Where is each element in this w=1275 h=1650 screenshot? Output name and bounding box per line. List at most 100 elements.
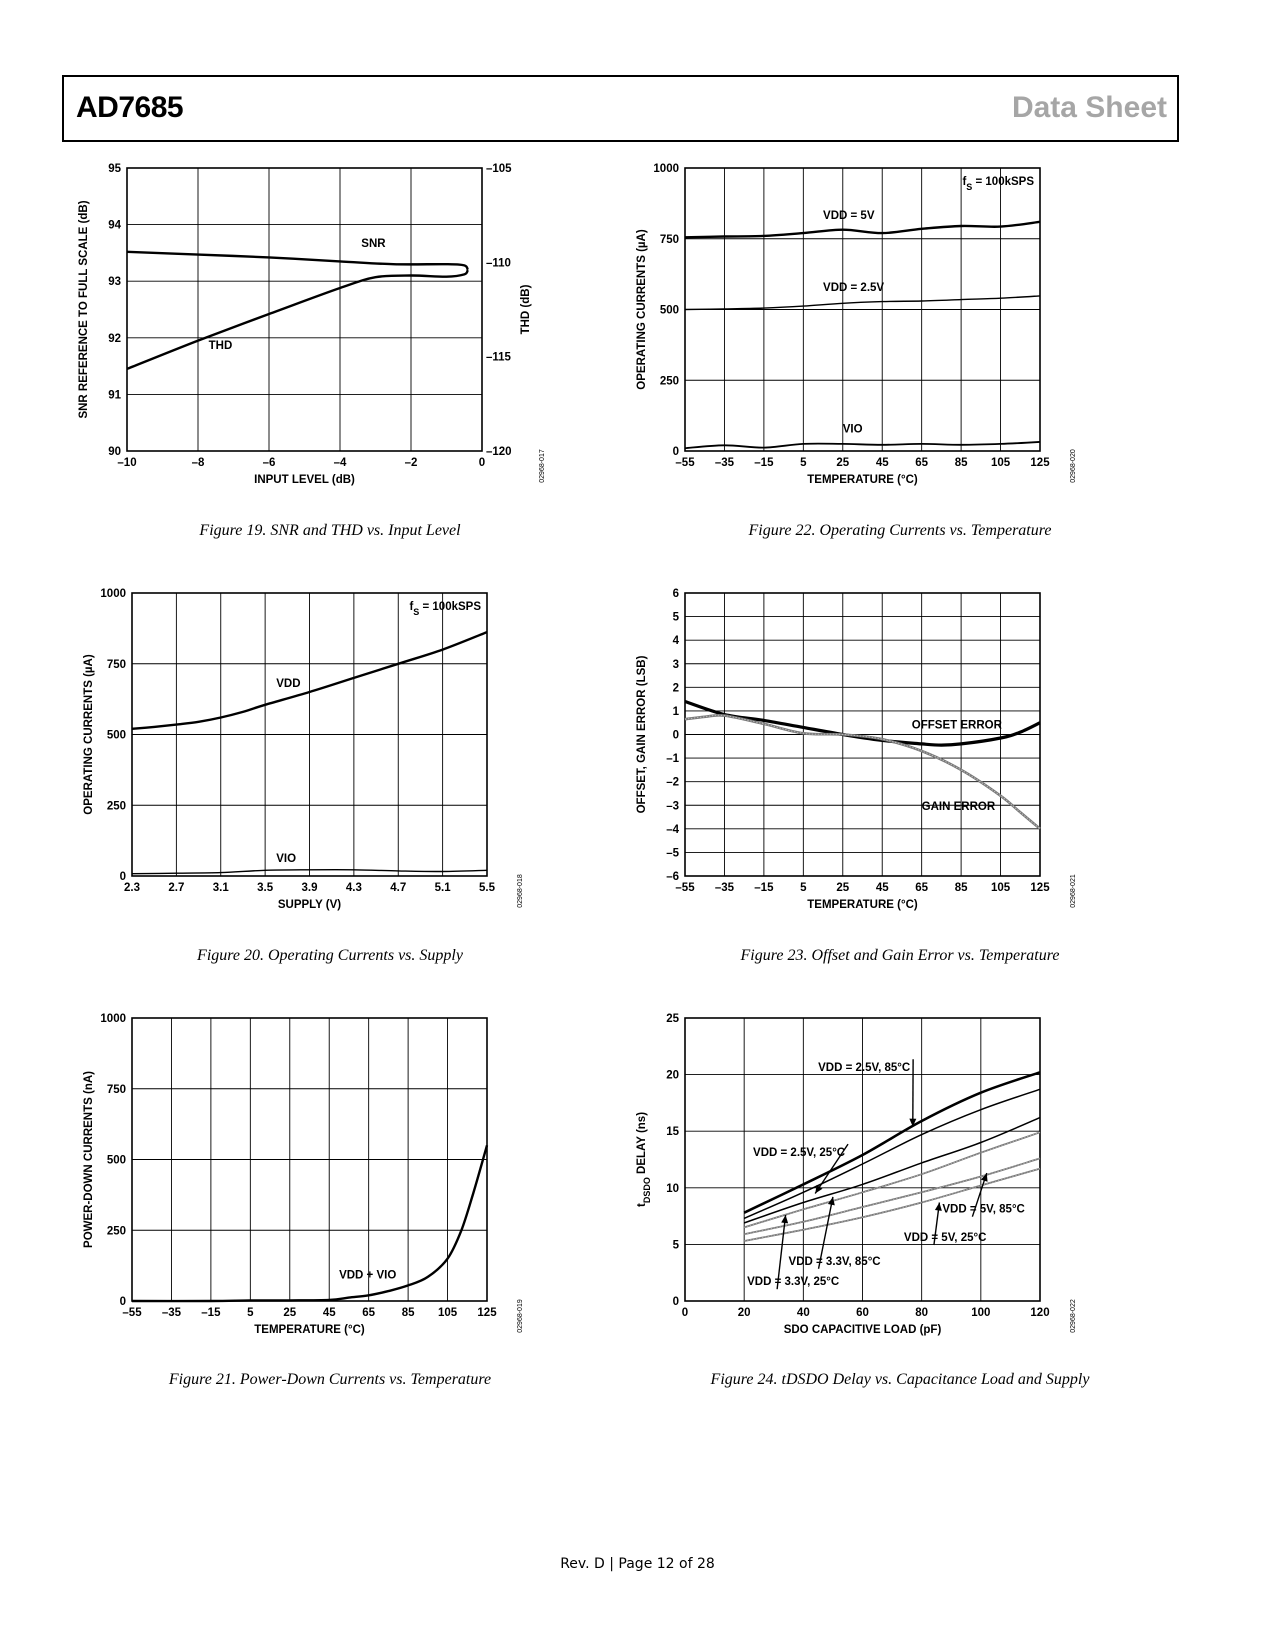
figure-22-caption: Figure 22. Operating Currents vs. Temper…	[748, 522, 1052, 539]
page-footer: Rev. D | Page 12 of 28	[560, 1556, 715, 1572]
fig22-series-vdd-5v	[684, 220, 1041, 239]
fig24-xtick: 40	[797, 1307, 810, 1319]
fig22-legend-text: fS = 100kSPS	[962, 176, 1034, 192]
fig23-ytick: 5	[673, 612, 680, 624]
fig19-y2tick: –120	[486, 446, 512, 458]
fig22-xtick: 65	[915, 457, 928, 469]
fig23-figure-code: 02968-021	[1070, 874, 1077, 908]
fig23-svg: –55 –35 –15 5 25 45 65 85 105 125–6–5–4–3–2–10123…	[636, 588, 1077, 911]
fig22-label: VDD = 2.5V	[823, 282, 884, 294]
fig24-ytick: 5	[673, 1239, 680, 1251]
fig21-xtick: 45	[323, 1307, 336, 1319]
fig23-xtick: 125	[1030, 882, 1050, 894]
fig22-label: VIO	[843, 424, 863, 436]
fig23-ytick: 4	[673, 635, 680, 647]
fig24-arrow-head	[980, 1173, 988, 1182]
fig19-y2tick: –105	[486, 163, 512, 175]
fig19-svg: –10 –8 –6 –4 –2 0 90 91 92 93 94 95 –120 –115 –110 –105…	[78, 163, 546, 486]
fig20-label: VIO	[276, 853, 296, 865]
fig20-series-vio	[131, 868, 488, 875]
figure-20-caption: Figure 20. Operating Currents vs. Supply	[197, 947, 463, 964]
fig24-label-arrow	[817, 1196, 834, 1269]
fig21-xtick: 65	[362, 1307, 375, 1319]
fig22-ylabel: OPERATING CURRENTS (µA)	[636, 229, 648, 390]
fig20-svg: 2.3 2.7 3.1 3.5 3.9 4.3 4.7 5.1 5.5 0 250 500 750 100…	[83, 588, 524, 911]
fig23-ylabel: OFFSET, GAIN ERROR (LSB)	[636, 655, 648, 813]
fig19-plot-frame	[126, 167, 483, 452]
fig21-xlabel: TEMPERATURE (°C)	[254, 1324, 365, 1336]
fig20-legend-text: fS = 100kSPS	[409, 601, 481, 617]
fig20-xtick: 5.5	[479, 882, 496, 894]
fig21-xtick: 125	[477, 1307, 497, 1319]
fig19-ytick: 93	[108, 276, 121, 288]
fig23-ytick: –2	[666, 777, 679, 789]
fig20-ylabel: OPERATING CURRENTS (µA)	[83, 654, 95, 815]
fig20-xtick: 2.3	[124, 882, 140, 894]
fig19-xtick: –6	[263, 457, 276, 469]
fig20-xtick: 4.7	[390, 882, 406, 894]
fig23-label: GAIN ERROR	[922, 801, 996, 813]
figure-19: –10 –8 –6 –4 –2 0 90 91 92 93 94 95 –120 –115 –110 –105…	[70, 163, 590, 510]
fig21-ytick: 750	[107, 1084, 126, 1096]
document-type: Data Sheet	[1011, 91, 1167, 124]
fig19-xtick: –4	[334, 457, 347, 469]
fig23-series-offset-error	[684, 699, 1041, 747]
fig20-plot-frame	[131, 592, 488, 877]
fig19-series-snr	[126, 250, 469, 271]
fig21-xtick: –15	[201, 1307, 221, 1319]
figure-24: 0 20 40 60 80 100 120 0 5 10 15 20 25 SDO CAPACITIVE …	[636, 1013, 1175, 1360]
fig19-xlabel: INPUT LEVEL (dB)	[254, 474, 355, 486]
fig22-ytick: 500	[660, 305, 679, 317]
fig24-xtick: 20	[738, 1307, 751, 1319]
fig22-label: VDD = 5V	[823, 210, 875, 222]
fig19-y2tick: –115	[486, 352, 512, 364]
page-header: AD7685 Data Sheet	[62, 75, 1179, 142]
fig22-xtick: –55	[675, 457, 695, 469]
fig21-ytick: 500	[107, 1155, 126, 1167]
fig20-xtick: 3.5	[257, 882, 274, 894]
fig22-xtick: 125	[1030, 457, 1050, 469]
fig24-ytick: 0	[673, 1296, 679, 1308]
fig20-xtick: 5.1	[435, 882, 452, 894]
fig24-series-texture	[744, 1168, 1041, 1242]
figure-23-caption: Figure 23. Offset and Gain Error vs. Tem…	[740, 947, 1060, 964]
figure-21: –55 –35 –15 5 25 45 65 85 105 125 0 250 500 750 1000 TE…	[70, 1013, 590, 1360]
fig20-xtick: 3.9	[302, 882, 318, 894]
fig23-series-gain-error	[684, 713, 1041, 830]
fig22-xtick: 25	[836, 457, 849, 469]
fig21-xtick: –55	[122, 1307, 142, 1319]
fig22-xtick: 105	[991, 457, 1011, 469]
fig20-ytick: 750	[107, 659, 126, 671]
fig19-ytick: 91	[108, 389, 121, 401]
fig24-arrow-head	[909, 1118, 917, 1127]
figure-24-caption: Figure 24. tDSDO Delay vs. Capacitance L…	[710, 1371, 1090, 1388]
fig22-xlabel: TEMPERATURE (°C)	[807, 474, 918, 486]
fig24-xtick: 100	[971, 1307, 990, 1319]
part-number: AD7685	[76, 91, 184, 124]
fig20-figure-code: 02968-018	[517, 874, 524, 908]
fig19-xtick: –8	[192, 457, 205, 469]
fig23-ytick: –1	[666, 753, 679, 765]
fig23-ytick: –5	[666, 847, 679, 859]
fig24-series-vdd-2-5v-25-c	[743, 1088, 1041, 1220]
figure-19-caption: Figure 19. SNR and THD vs. Input Level	[199, 522, 461, 539]
fig24-xlabel: SDO CAPACITIVE LOAD (pF)	[784, 1324, 942, 1336]
fig24-arrow-head	[934, 1202, 942, 1211]
fig24-xtick: 60	[856, 1307, 869, 1319]
fig19-xtick: –2	[405, 457, 418, 469]
fig24-xtick: 80	[915, 1307, 928, 1319]
fig19-figure-code: 02968-017	[539, 449, 546, 483]
fig24-label: VDD = 2.5V, 25°C	[753, 1147, 845, 1159]
fig20-xtick: 2.7	[168, 882, 184, 894]
fig24-arrow-head	[815, 1184, 823, 1194]
fig24-ytick: 10	[666, 1183, 679, 1195]
fig24-series-texture	[744, 1158, 1041, 1235]
fig24-label: VDD = 5V, 25°C	[904, 1232, 986, 1244]
figure-22: –55 –35 –15 5 25 45 65 85 105 125 0 250 500 750 1000 TE…	[636, 163, 1175, 510]
fig24-label: VDD = 3.3V, 25°C	[747, 1276, 839, 1288]
fig21-series-vdd-vio	[131, 1144, 489, 1303]
fig23-xtick: –15	[754, 882, 774, 894]
fig23-xtick: –35	[715, 882, 735, 894]
fig22-xtick: –35	[715, 457, 735, 469]
fig23-ytick: 1	[673, 706, 680, 718]
